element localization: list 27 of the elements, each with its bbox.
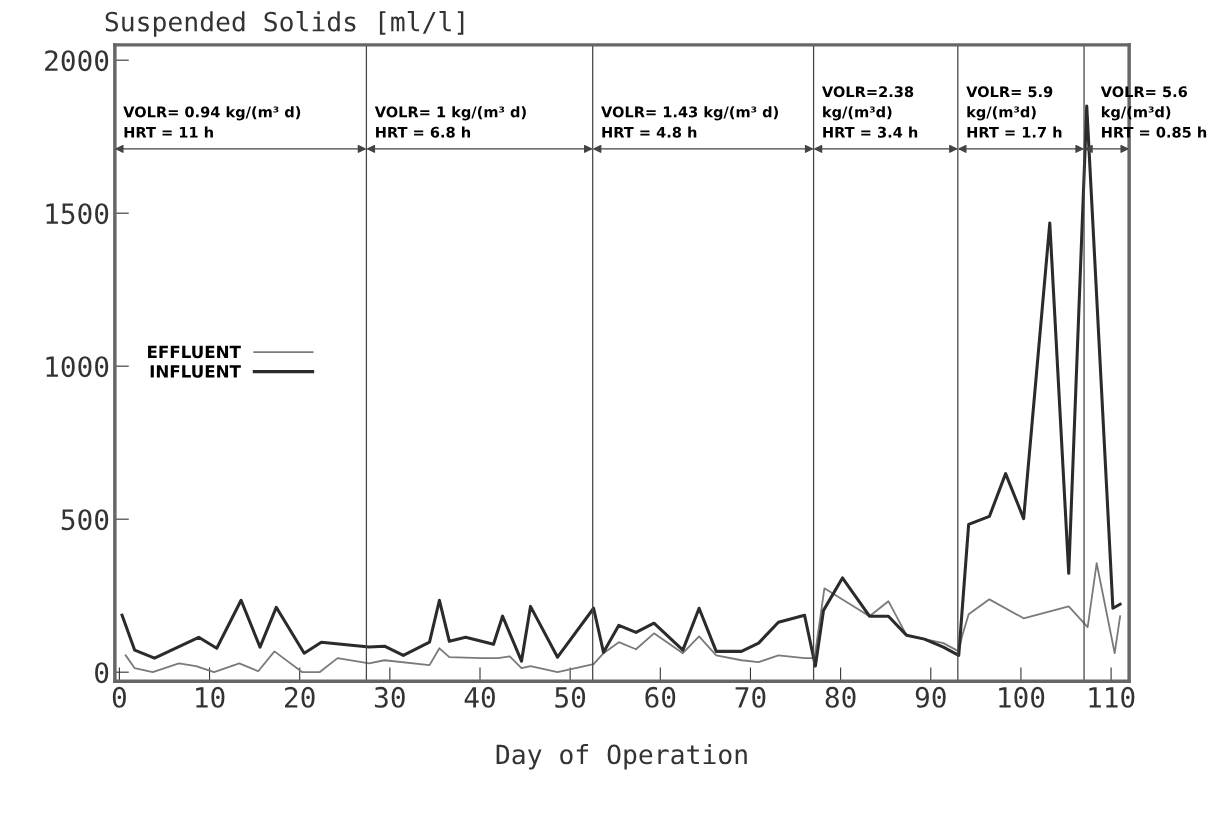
y-axis-title: Suspended Solids [ml/l] (105, 11, 464, 37)
annotation: VOLR= 1 kg/(m³ d) HRT = 6.8 h (374, 106, 526, 138)
y-tick-label: 1500 (46, 203, 109, 225)
x-tick-label: 70 (735, 686, 766, 708)
x-tick-label: 60 (645, 686, 676, 708)
x-tick-label: 100 (999, 686, 1045, 708)
annotation: VOLR= 0.94 kg/(m³ d) HRT = 11 h (123, 106, 301, 138)
y-tick-label: 2000 (45, 50, 109, 72)
legend-label: EFFLUENT (148, 345, 241, 359)
annotation: VOLR= 1.43 kg/(m³ d) HRT = 4.8 h (601, 106, 778, 138)
x-tick-label: 50 (555, 686, 586, 708)
x-tick-label: 0 (112, 686, 126, 708)
y-tick-label: 1000 (46, 356, 109, 378)
annotation: VOLR=2.38 kg/(m³d) HRT = 3.4 h (821, 86, 918, 138)
line-series (124, 562, 1122, 674)
x-tick-label: 40 (464, 686, 495, 708)
x-axis-title: Day of Operation (496, 743, 747, 770)
x-tick-label: 110 (1089, 686, 1135, 708)
x-tick-label: 90 (915, 686, 946, 708)
annotation: VOLR= 5.9 kg/(m³d) HRT = 1.7 h (966, 86, 1062, 138)
x-tick-label: 30 (374, 686, 405, 708)
x-tick-label: 80 (825, 686, 856, 708)
y-tick-label: 500 (61, 509, 109, 531)
legend-label: INFLUENT (150, 365, 241, 378)
x-tick-label: 20 (285, 686, 315, 708)
y-tick-label: 0 (95, 662, 109, 684)
x-tick-label: 10 (196, 686, 225, 708)
